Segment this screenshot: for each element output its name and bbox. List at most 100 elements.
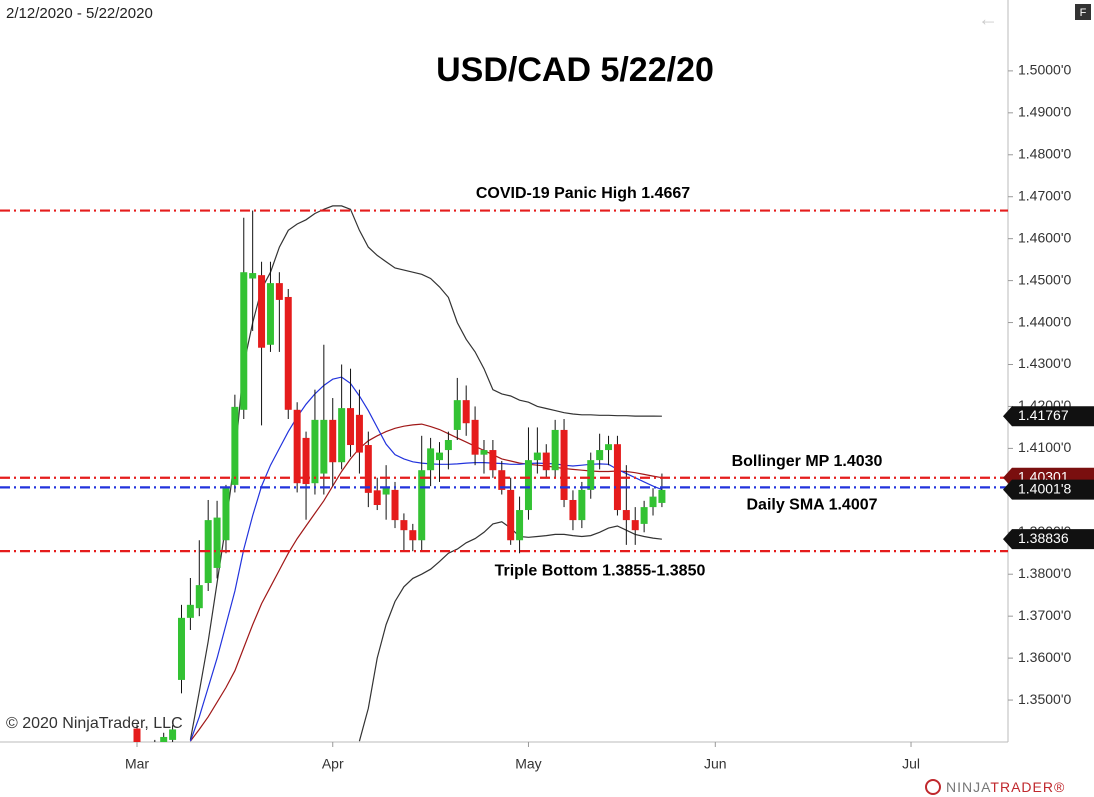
y-tick-label: 1.4300'0 (1018, 355, 1071, 371)
brand: NINJATRADER® (946, 779, 1065, 795)
candle-body (462, 400, 470, 424)
x-tick-label: Jul (902, 756, 920, 772)
y-tick-label: 1.4400'0 (1018, 313, 1071, 329)
candle-body (400, 520, 408, 531)
plot-area (133, 205, 666, 765)
candle-body (391, 489, 399, 521)
x-tick-label: May (515, 756, 541, 772)
candle-body (533, 452, 541, 461)
price-marker-label: 1.41767 (1018, 407, 1069, 423)
chart-title: USD/CAD 5/22/20 (436, 51, 714, 89)
price-marker (1003, 479, 1094, 500)
copyright: © 2020 NinjaTrader, LLC (6, 715, 183, 732)
candle-body (631, 520, 639, 531)
y-tick-label: 1.4100'0 (1018, 439, 1071, 455)
candle-body (560, 429, 568, 500)
candle-body (258, 275, 266, 348)
level-label: COVID-19 Panic High 1.4667 (476, 185, 690, 202)
candle-body (551, 429, 559, 471)
candle-body (302, 437, 310, 485)
candle-body (231, 406, 239, 485)
x-tick-label: Jun (704, 756, 727, 772)
candle-body (435, 452, 443, 461)
f-button-label: F (1080, 7, 1087, 19)
price-marker-label: 1.38836 (1018, 530, 1069, 546)
candle-body (453, 400, 461, 430)
candle-body (507, 489, 515, 541)
candle-body (578, 489, 586, 521)
candle-body (213, 517, 221, 568)
candle-body (151, 757, 158, 765)
level-label: Triple Bottom 1.3855-1.3850 (495, 562, 706, 579)
candle-body (169, 729, 177, 740)
indicator-line (189, 205, 662, 741)
candle-body (177, 617, 185, 680)
date-range: 2/12/2020 - 5/22/2020 (6, 5, 153, 22)
candle-body (542, 452, 550, 471)
candle-body (355, 414, 363, 453)
candle-body (195, 585, 203, 609)
price-marker-label: 1.4001'8 (1018, 480, 1071, 496)
candle-body (409, 530, 417, 541)
candle-body (524, 460, 532, 511)
candle-body (320, 419, 328, 474)
y-tick-label: 1.4700'0 (1018, 187, 1071, 203)
y-tick-label: 1.3500'0 (1018, 691, 1071, 707)
candle-body (640, 507, 648, 524)
y-tick-label: 1.4600'0 (1018, 229, 1071, 245)
candle-body (516, 510, 524, 541)
brand-part: NINJA (946, 779, 991, 795)
candle-body (284, 296, 292, 410)
x-tick-label: Mar (125, 756, 149, 772)
candle-body (249, 273, 257, 279)
candle-body (427, 448, 435, 471)
indicator-line (189, 376, 663, 742)
y-tick-label: 1.5000'0 (1018, 62, 1071, 78)
f-button[interactable] (1075, 4, 1091, 20)
y-tick-label: 1.4500'0 (1018, 271, 1071, 287)
price-marker (1003, 406, 1094, 427)
candle-body (186, 604, 194, 618)
candle-body (587, 460, 595, 490)
candle-body (133, 728, 141, 742)
level-label: Bollinger MP 1.4030 (732, 453, 883, 470)
back-arrow[interactable]: ← (978, 8, 998, 30)
candle-body (160, 736, 168, 742)
candle-body (338, 408, 346, 463)
y-tick-label: 1.3700'0 (1018, 607, 1071, 623)
level-label: Daily SMA 1.4007 (746, 497, 877, 514)
candle-body (418, 470, 426, 541)
candle-body (382, 488, 390, 495)
candle-body (596, 450, 604, 461)
brand-icon (925, 779, 941, 795)
candle-body (569, 499, 577, 521)
candle-body (373, 490, 381, 506)
candle-body (605, 444, 613, 451)
candle-body (347, 408, 355, 446)
indicator-line (358, 521, 662, 742)
y-tick-label: 1.3800'0 (1018, 565, 1071, 581)
candle-body (489, 450, 497, 471)
brand-part: TRADER® (990, 779, 1065, 795)
candle-body (498, 470, 506, 490)
candle-body (311, 419, 319, 484)
candle-body (364, 445, 372, 493)
candle-body (658, 489, 666, 503)
candle-body (266, 283, 274, 345)
y-tick-label: 1.3600'0 (1018, 649, 1071, 665)
price-marker (1003, 529, 1094, 550)
candle-body (480, 450, 488, 455)
candle-body (329, 419, 337, 463)
candle-body (613, 444, 621, 511)
indicator-line (189, 423, 663, 742)
candle-body (649, 496, 657, 508)
y-tick-label: 1.4900'0 (1018, 104, 1071, 120)
candle-body (275, 283, 283, 300)
candle-body (293, 409, 301, 484)
candle-body (471, 419, 479, 455)
candle-body (240, 272, 248, 410)
x-tick-label: Apr (322, 756, 344, 772)
candle-body (222, 488, 230, 541)
